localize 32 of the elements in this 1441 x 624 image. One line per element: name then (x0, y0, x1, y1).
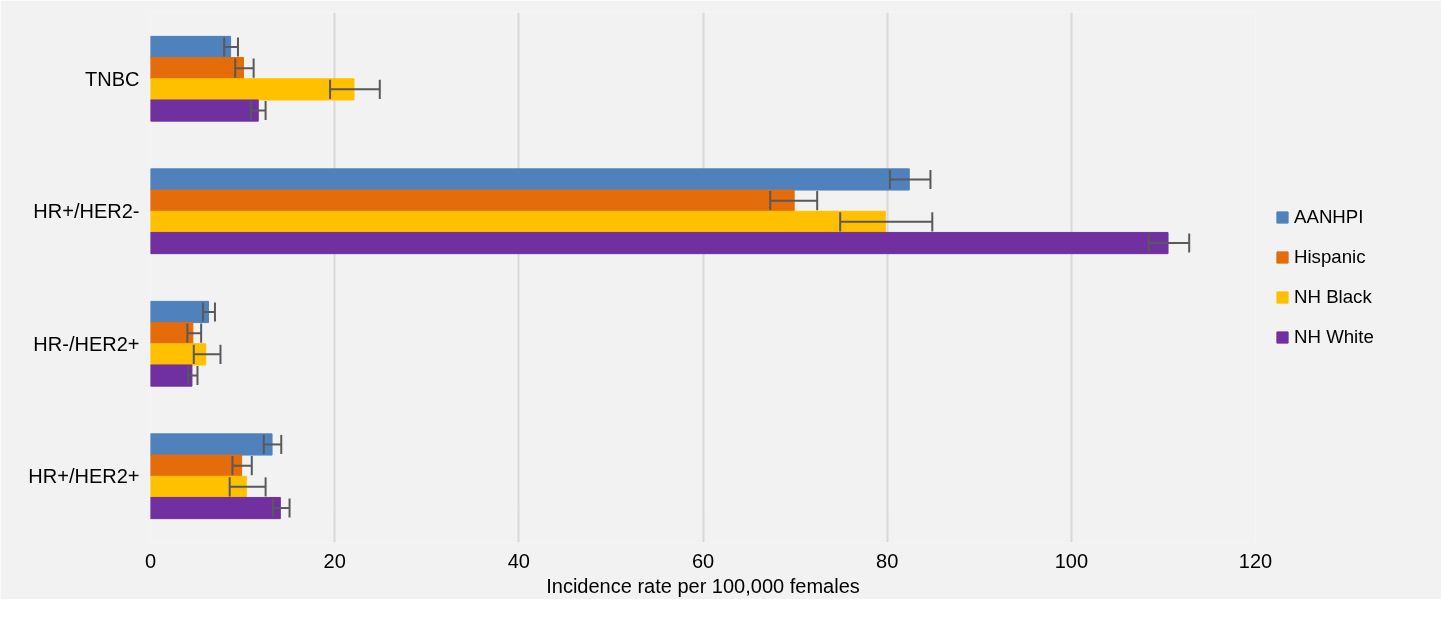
y-tick-label: TNBC (85, 67, 140, 90)
x-tick-label: 100 (1054, 549, 1089, 572)
legend-label: Hispanic (1294, 246, 1366, 268)
y-tick-label: HR+/HER2+ (28, 465, 140, 488)
x-tick-label: 60 (691, 549, 715, 572)
y-tick-label: HR+/HER2- (33, 200, 140, 223)
bar (150, 454, 243, 477)
bar (150, 189, 795, 212)
bar (150, 343, 207, 366)
y-tick-label: HR-/HER2+ (33, 332, 140, 355)
bar (150, 168, 910, 191)
x-tick-label: 120 (1238, 549, 1273, 572)
legend-label: NH White (1294, 326, 1374, 348)
bar (150, 300, 210, 324)
bar (150, 231, 1169, 255)
x-tick-label: 40 (507, 549, 530, 572)
x-tick-label: 80 (876, 549, 899, 572)
bar (150, 57, 244, 80)
bar (150, 496, 281, 520)
bar (150, 433, 273, 456)
x-tick-label: 0 (144, 549, 157, 572)
bar (150, 35, 232, 59)
bar (150, 210, 886, 233)
x-tick-label: 20 (323, 549, 346, 572)
bar (150, 364, 193, 387)
legend-label: NH Black (1294, 286, 1372, 308)
x-axis-title: Incidence rate per 100,000 females (546, 574, 860, 597)
bar (150, 475, 247, 498)
bar (150, 322, 194, 345)
bar (150, 78, 355, 101)
bar (150, 99, 259, 122)
legend-label: AANHPI (1294, 206, 1364, 228)
